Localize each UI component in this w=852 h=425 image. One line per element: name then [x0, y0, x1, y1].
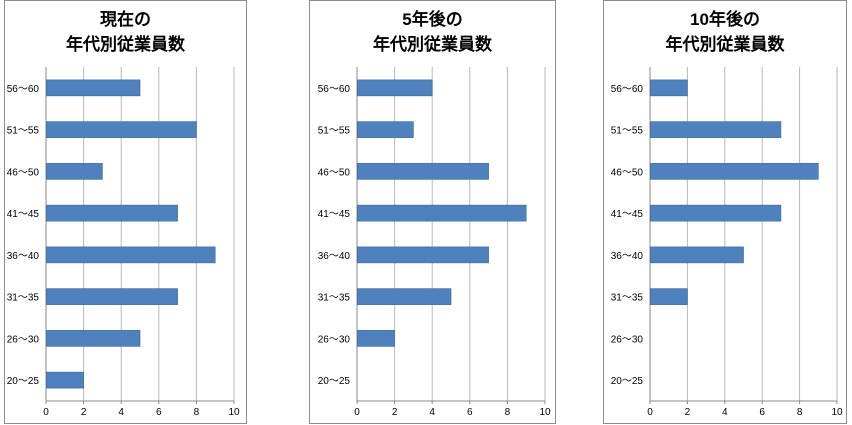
bar [357, 288, 452, 305]
y-tick-label: 31〜35 [7, 293, 40, 304]
chart-5-years: 5年後の 年代別従業員数 0 2 4 6 8 10 56〜60 51〜55 46〜50 41〜45… [309, 0, 556, 424]
y-tick-label: 41〜45 [318, 209, 351, 220]
y-tick-label: 36〜40 [611, 251, 644, 262]
y-tick-label: 56〜60 [318, 84, 351, 95]
bar [650, 246, 744, 264]
y-tick-label: 36〜40 [7, 251, 40, 262]
y-tick-label: 20〜25 [318, 376, 351, 387]
bar [46, 163, 103, 180]
y-tick-label: 51〜55 [7, 126, 40, 137]
bar [46, 204, 178, 222]
x-tick-label: 4 [722, 407, 728, 418]
bar [46, 371, 84, 389]
bar [650, 121, 782, 138]
chart-title-line2: 年代別従業員数 [66, 35, 185, 54]
y-tick-label: 51〜55 [611, 126, 644, 137]
x-tick-label: 8 [505, 407, 511, 418]
chart-title-line1: 5年後の [402, 10, 463, 29]
bar [650, 79, 688, 97]
bar [46, 330, 141, 347]
y-tick-label: 26〜30 [611, 334, 644, 345]
bar [357, 163, 489, 180]
x-tick-label: 4 [429, 407, 435, 418]
x-tick-label: 8 [194, 407, 200, 418]
x-tick-label: 0 [43, 407, 49, 418]
y-tick-label: 36〜40 [318, 251, 351, 262]
x-tick-label: 6 [156, 407, 162, 418]
chart-plot: 0 2 4 6 8 10 56〜60 51〜55 46〜50 41〜45 36〜40 31〜35 26〜… [318, 67, 551, 418]
chart-title-line1: 10年後の [690, 10, 760, 29]
x-tick-label: 2 [81, 407, 87, 418]
y-tick-label: 51〜55 [318, 126, 351, 137]
x-tick-label: 2 [392, 407, 398, 418]
chart-plot: 0 2 4 6 8 10 56〜60 51〜55 46〜50 41〜45 36〜40 31〜35 26〜… [7, 67, 240, 418]
y-tick-label: 56〜60 [7, 84, 40, 95]
y-tick-label: 20〜25 [611, 376, 644, 387]
chart-title-line1: 現在の [100, 10, 151, 29]
x-tick-label: 0 [647, 407, 653, 418]
y-tick-label: 46〜50 [318, 167, 351, 178]
chart-title-line2: 年代別従業員数 [665, 35, 785, 54]
x-tick-label: 6 [467, 407, 473, 418]
y-tick-label: 20〜25 [7, 376, 40, 387]
chart-10-years: 10年後の 年代別従業員数 0 2 4 6 8 10 56〜60 51〜55 46〜50 41〜4… [603, 0, 847, 424]
chart-title-line2: 年代別従業員数 [373, 35, 492, 54]
x-tick-label: 2 [685, 407, 691, 418]
chart-title: 10年後の 年代別従業員数 [604, 7, 846, 57]
bar [357, 330, 395, 347]
x-tick-label: 0 [354, 407, 360, 418]
bar [46, 79, 141, 97]
bar [650, 288, 688, 305]
bar [357, 246, 489, 264]
x-tick-label: 6 [759, 407, 765, 418]
x-tick-label: 10 [228, 407, 240, 418]
y-tick-label: 41〜45 [611, 209, 644, 220]
bar [357, 121, 414, 138]
x-tick-label: 8 [797, 407, 803, 418]
y-tick-label: 26〜30 [318, 334, 351, 345]
y-tick-label: 31〜35 [318, 293, 351, 304]
bar [46, 288, 178, 305]
bar [357, 204, 527, 222]
chart-title: 現在の 年代別従業員数 [5, 7, 246, 57]
chart-current: 現在の 年代別従業員数 0 2 4 6 8 10 56〜60 51〜55 46〜50 41〜45 3… [4, 0, 247, 424]
bar [46, 246, 216, 264]
bar [357, 79, 433, 97]
y-tick-label: 56〜60 [611, 84, 644, 95]
bar [650, 163, 819, 180]
bar [650, 204, 782, 222]
chart-title: 5年後の 年代別従業員数 [310, 7, 555, 57]
chart-plot: 0 2 4 6 8 10 56〜60 51〜55 46〜50 41〜45 36〜40 31〜35 26〜… [611, 67, 843, 418]
x-tick-label: 4 [118, 407, 124, 418]
y-tick-label: 26〜30 [7, 334, 40, 345]
y-tick-label: 46〜50 [7, 167, 40, 178]
bar [46, 121, 197, 138]
y-tick-label: 41〜45 [7, 209, 40, 220]
y-tick-label: 31〜35 [611, 293, 644, 304]
x-tick-label: 10 [539, 407, 551, 418]
y-tick-label: 46〜50 [611, 167, 644, 178]
x-tick-label: 10 [831, 407, 843, 418]
